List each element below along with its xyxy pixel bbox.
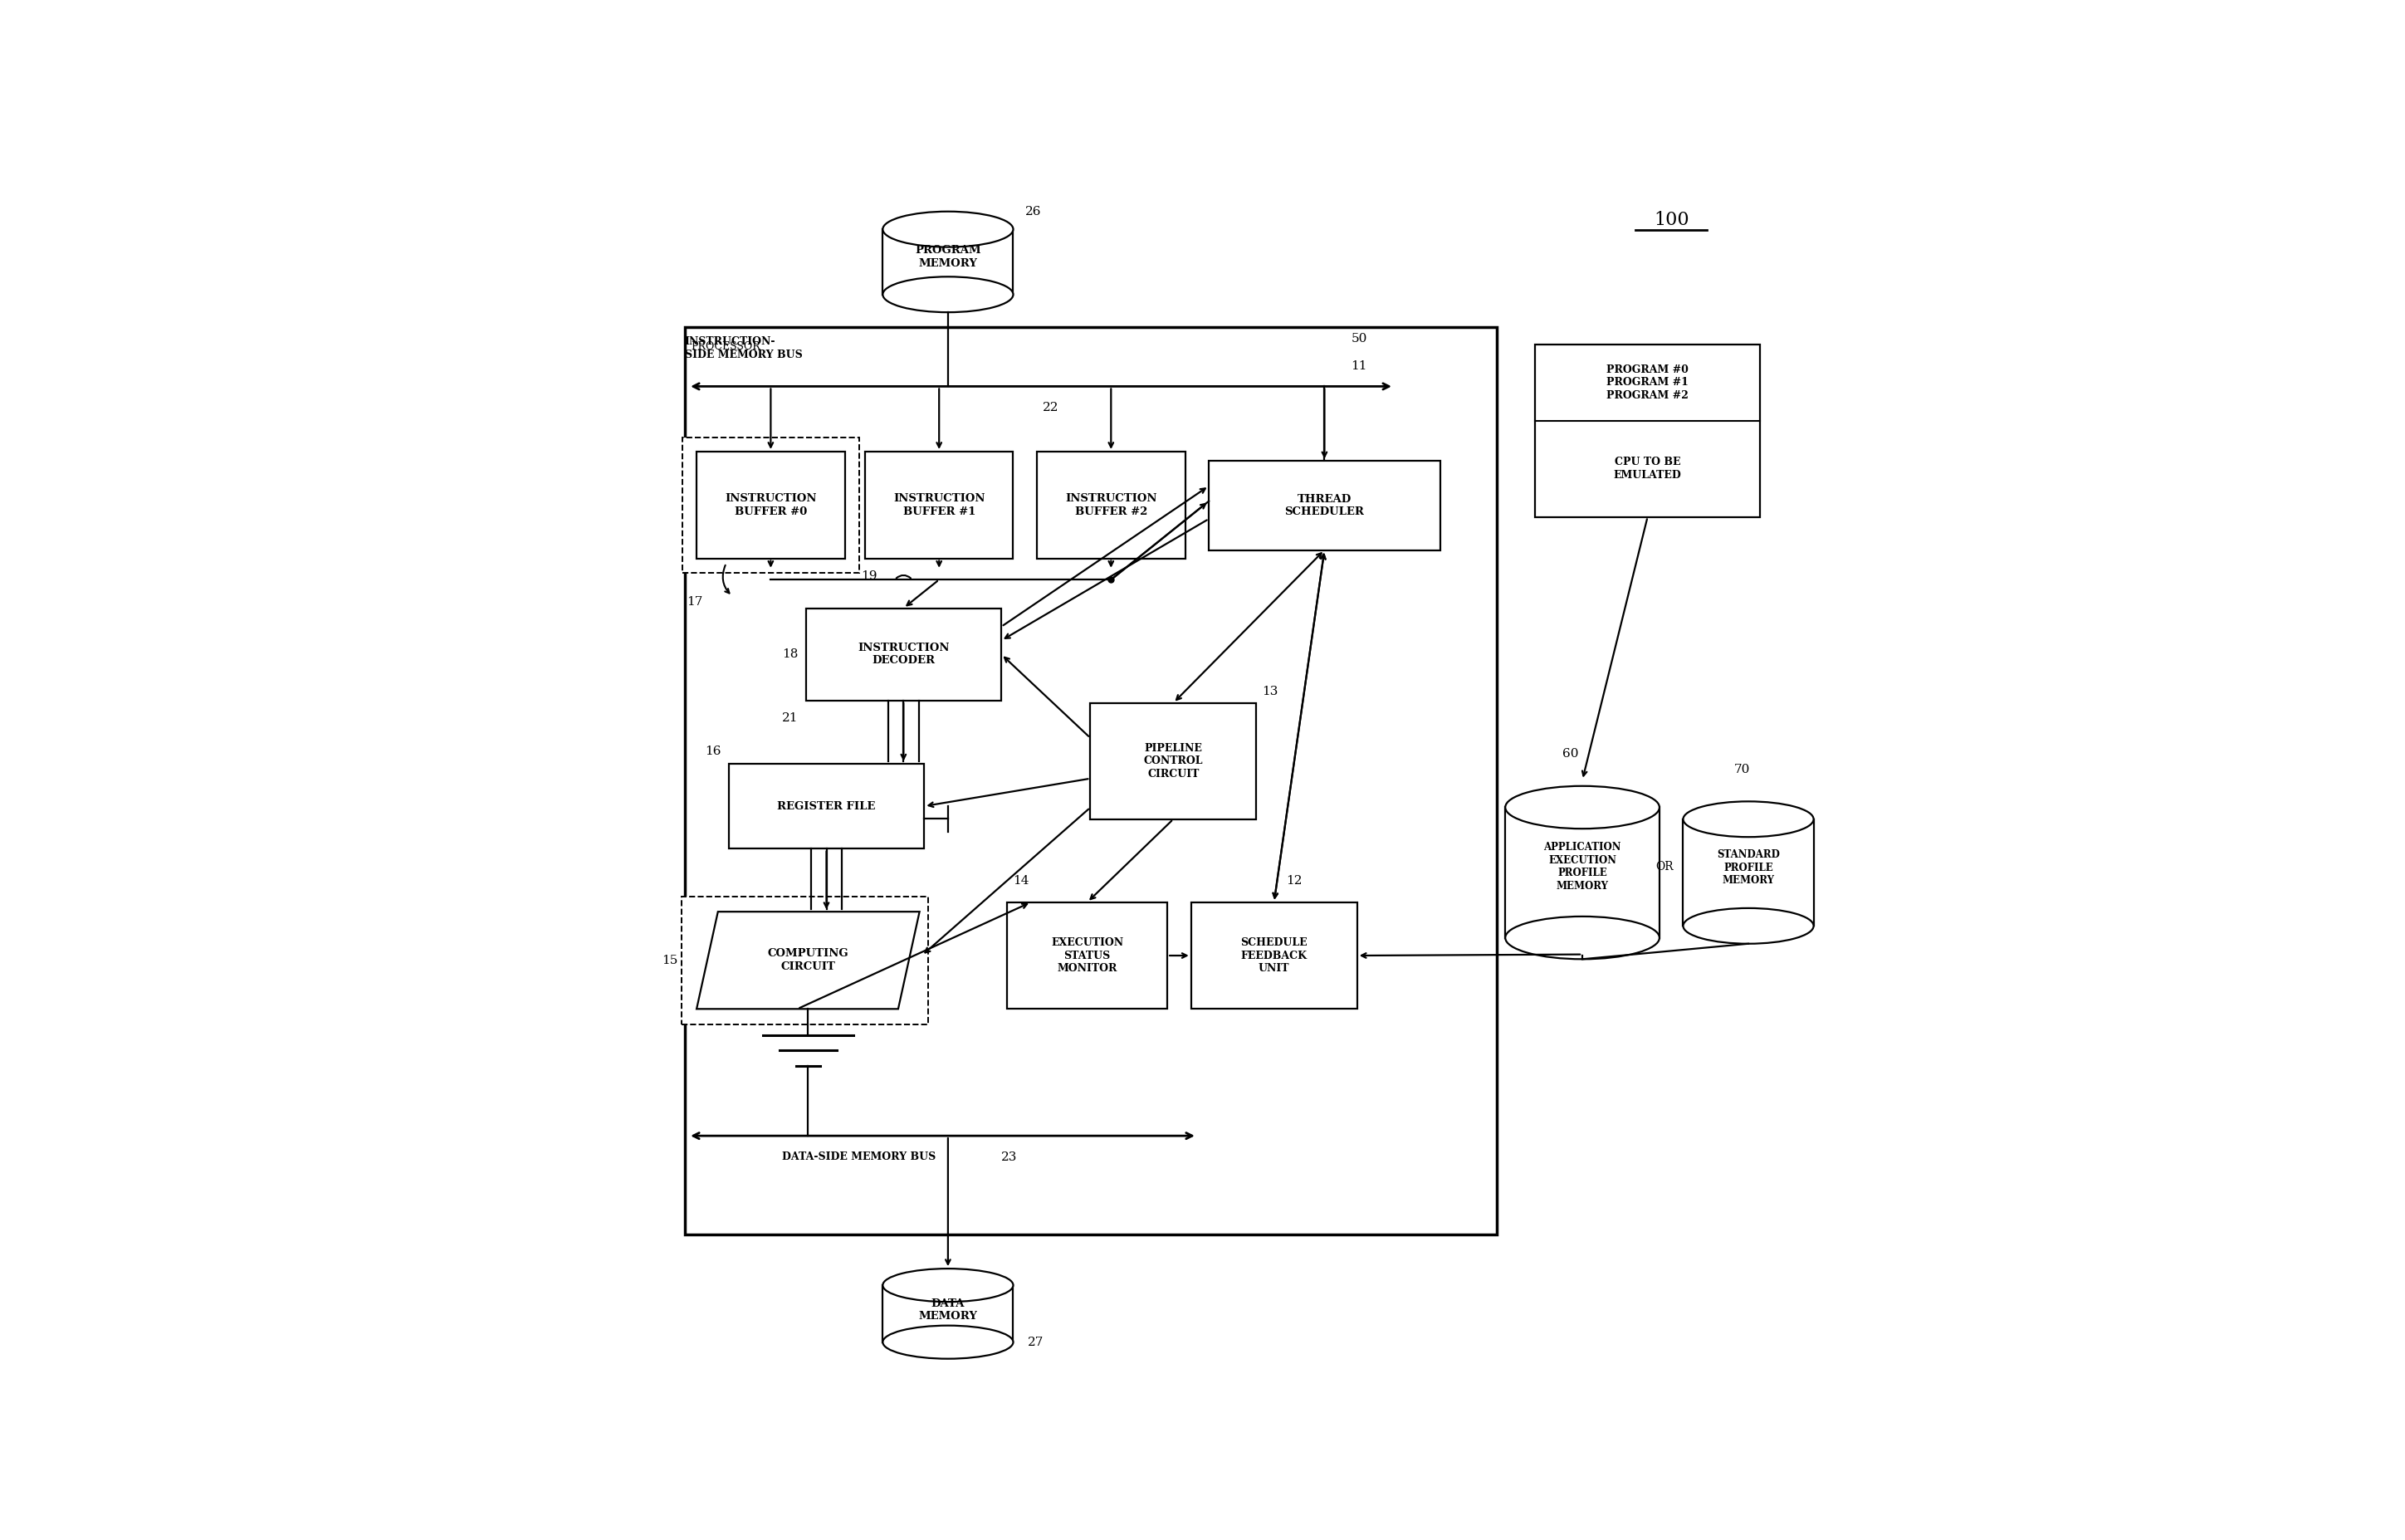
Text: REGISTER FILE: REGISTER FILE bbox=[777, 801, 875, 812]
Text: 22: 22 bbox=[1044, 402, 1058, 413]
Text: STANDARD
PROFILE
MEMORY: STANDARD PROFILE MEMORY bbox=[1717, 850, 1780, 885]
Text: 50: 50 bbox=[1352, 333, 1366, 345]
Bar bbox=[1190, 902, 1356, 1009]
Bar bbox=[883, 1286, 1013, 1343]
Polygon shape bbox=[697, 912, 919, 1009]
Ellipse shape bbox=[1683, 801, 1813, 838]
Text: 100: 100 bbox=[1655, 211, 1688, 229]
Bar bbox=[685, 326, 1496, 1234]
Text: 15: 15 bbox=[661, 955, 678, 966]
Text: 26: 26 bbox=[1025, 206, 1041, 217]
Text: 60: 60 bbox=[1563, 748, 1578, 759]
Bar bbox=[1008, 902, 1166, 1009]
Text: INSTRUCTION
BUFFER #0: INSTRUCTION BUFFER #0 bbox=[724, 493, 818, 517]
Text: INSTRUCTION-
SIDE MEMORY BUS: INSTRUCTION- SIDE MEMORY BUS bbox=[685, 337, 803, 360]
Text: 11: 11 bbox=[1352, 360, 1368, 373]
Text: 16: 16 bbox=[705, 745, 721, 758]
Text: 70: 70 bbox=[1734, 764, 1751, 775]
Text: 21: 21 bbox=[782, 713, 798, 724]
Text: 14: 14 bbox=[1013, 875, 1029, 887]
Text: APPLICATION
EXECUTION
PROFILE
MEMORY: APPLICATION EXECUTION PROFILE MEMORY bbox=[1544, 842, 1621, 892]
Text: 12: 12 bbox=[1287, 875, 1301, 887]
Text: EXECUTION
STATUS
MONITOR: EXECUTION STATUS MONITOR bbox=[1051, 938, 1123, 973]
Bar bbox=[1683, 819, 1813, 926]
Ellipse shape bbox=[883, 277, 1013, 313]
Text: 27: 27 bbox=[1027, 1337, 1044, 1348]
Ellipse shape bbox=[883, 1269, 1013, 1301]
Bar bbox=[1534, 345, 1760, 517]
Text: SCHEDULE
FEEDBACK
UNIT: SCHEDULE FEEDBACK UNIT bbox=[1241, 938, 1308, 973]
Ellipse shape bbox=[883, 1326, 1013, 1358]
Bar bbox=[681, 896, 928, 1024]
Text: THREAD
SCHEDULER: THREAD SCHEDULER bbox=[1284, 494, 1364, 517]
Text: OR: OR bbox=[1655, 861, 1674, 873]
Ellipse shape bbox=[1506, 785, 1659, 829]
Bar bbox=[1089, 702, 1255, 819]
Text: CPU TO BE
EMULATED: CPU TO BE EMULATED bbox=[1614, 457, 1681, 480]
Ellipse shape bbox=[1506, 916, 1659, 959]
Ellipse shape bbox=[1683, 909, 1813, 944]
Text: 19: 19 bbox=[861, 570, 878, 582]
Text: INSTRUCTION
DECODER: INSTRUCTION DECODER bbox=[859, 642, 950, 667]
Text: 13: 13 bbox=[1263, 685, 1279, 698]
Bar bbox=[806, 608, 1000, 701]
Text: INSTRUCTION
BUFFER #2: INSTRUCTION BUFFER #2 bbox=[1065, 493, 1157, 517]
Text: PROGRAM
MEMORY: PROGRAM MEMORY bbox=[914, 245, 981, 269]
Text: DATA
MEMORY: DATA MEMORY bbox=[919, 1298, 976, 1321]
Bar bbox=[883, 229, 1013, 294]
Bar bbox=[729, 764, 924, 849]
Text: PIPELINE
CONTROL
CIRCUIT: PIPELINE CONTROL CIRCUIT bbox=[1145, 742, 1202, 779]
Text: COMPUTING
CIRCUIT: COMPUTING CIRCUIT bbox=[767, 949, 849, 972]
Bar bbox=[1037, 451, 1186, 559]
Text: 17: 17 bbox=[685, 596, 702, 608]
Bar bbox=[866, 451, 1013, 559]
Text: 23: 23 bbox=[1000, 1152, 1017, 1163]
Text: PROCESSOR: PROCESSOR bbox=[690, 342, 760, 353]
Text: INSTRUCTION
BUFFER #1: INSTRUCTION BUFFER #1 bbox=[892, 493, 986, 517]
Text: PROGRAM #0
PROGRAM #1
PROGRAM #2: PROGRAM #0 PROGRAM #1 PROGRAM #2 bbox=[1607, 365, 1688, 400]
Text: 18: 18 bbox=[782, 648, 798, 661]
Bar bbox=[697, 451, 844, 559]
Bar bbox=[1210, 460, 1441, 550]
Bar bbox=[1506, 807, 1659, 938]
Ellipse shape bbox=[883, 211, 1013, 246]
Text: DATA-SIDE MEMORY BUS: DATA-SIDE MEMORY BUS bbox=[782, 1152, 936, 1163]
Bar bbox=[683, 437, 859, 573]
